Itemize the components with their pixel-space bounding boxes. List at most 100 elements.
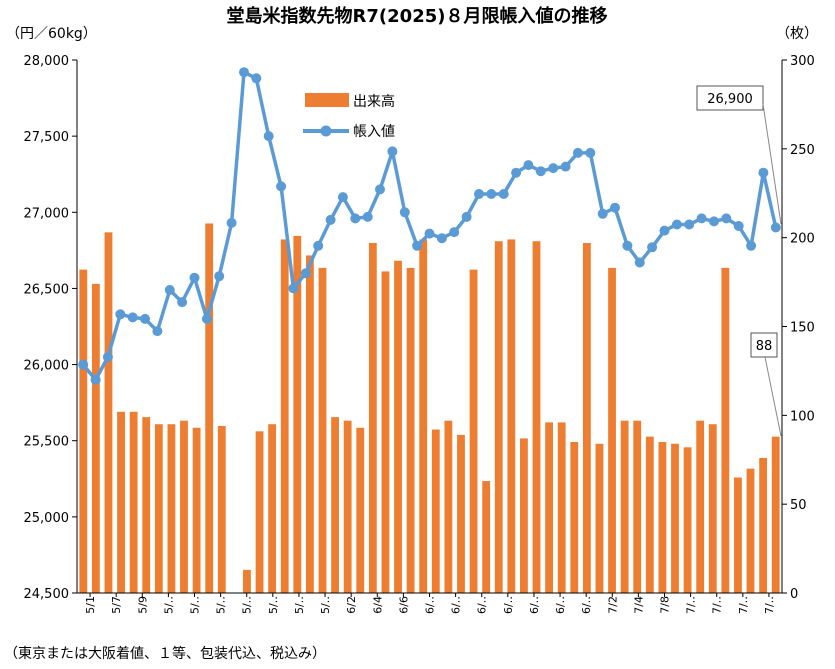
price-point	[572, 147, 583, 158]
price-point	[535, 166, 546, 177]
price-point	[164, 285, 175, 295]
price-point	[498, 189, 509, 199]
volume-bar	[494, 241, 503, 593]
volume-bar	[708, 424, 717, 593]
right-axis-tick-label: 300	[790, 54, 815, 69]
right-axis-tick-label: 50	[790, 498, 807, 513]
x-axis-tick-label: 5/‥	[189, 596, 202, 614]
volume-bar	[482, 481, 491, 593]
price-point	[325, 214, 336, 225]
right-axis-tick-label: 0	[790, 587, 798, 602]
volume-bar	[658, 441, 667, 593]
volume-bar	[645, 436, 654, 593]
callout-last-volume-box	[750, 332, 778, 358]
legend: 出来高 帳入値	[303, 93, 395, 140]
volume-bar	[293, 235, 302, 593]
callout-last-price-leader	[762, 103, 782, 225]
price-point	[362, 211, 373, 222]
x-axis-tick-label: 6/‥	[450, 596, 463, 614]
price-point	[548, 163, 559, 174]
price-point	[634, 257, 645, 268]
price-point	[115, 309, 126, 320]
price-point	[127, 312, 138, 323]
legend-label-line: 帳入値	[353, 124, 395, 140]
x-axis-tick-label: 7/2	[606, 596, 619, 614]
price-point	[671, 219, 682, 230]
callout-last-price: 26,900	[696, 85, 782, 225]
price-point	[102, 352, 113, 362]
volume-bar	[318, 267, 327, 593]
volume-bar	[608, 267, 616, 593]
price-point	[214, 271, 225, 282]
footnote: （東京または大阪着値、１等、包装代込、税込み）	[4, 645, 326, 662]
x-axis-tick-label: 6/6	[397, 596, 410, 614]
left-axis-tick-label: 26,500	[24, 282, 70, 297]
callout-last-volume-leader	[764, 356, 782, 437]
price-point	[350, 213, 361, 224]
volume-bar	[696, 420, 705, 593]
x-axis-tick-label: 5/‥	[241, 596, 254, 614]
volume-bar	[243, 569, 251, 593]
volume-bar	[507, 239, 516, 593]
volume-bar	[205, 223, 214, 593]
volume-bar	[381, 271, 390, 593]
volume-bar	[431, 429, 440, 593]
price-point	[684, 219, 695, 230]
volume-bar	[721, 267, 730, 593]
volume-bar	[167, 424, 176, 593]
x-axis-tick-label: 5/1	[84, 596, 97, 614]
price-point	[152, 326, 163, 337]
callout-last-price-text: 26,900	[707, 92, 753, 107]
volume-bar	[469, 269, 478, 593]
volume-bar	[368, 242, 377, 593]
volume-bar	[532, 241, 541, 593]
price-point	[226, 217, 237, 228]
x-axis-tick-label: 7/‥	[737, 596, 750, 614]
price-point	[412, 240, 423, 251]
price-point	[709, 216, 719, 227]
volume-bar	[268, 424, 277, 593]
volume-bar	[419, 239, 428, 593]
x-axis-tick-label: 6/‥	[424, 596, 437, 614]
x-axis-tick-label: 6/4	[371, 596, 384, 614]
legend-swatch-bar	[305, 93, 349, 107]
volume-bar	[759, 457, 768, 593]
price-point	[511, 167, 522, 178]
price-point	[461, 211, 472, 222]
volume-bar	[154, 424, 163, 593]
volume-bar	[142, 417, 151, 593]
volume-bar	[457, 434, 465, 593]
bars-layer	[79, 223, 780, 593]
x-axis-tick-label: 5/‥	[267, 596, 280, 614]
x-axis-tick-label: 5/9	[136, 596, 149, 614]
price-point	[622, 240, 633, 251]
price-point	[486, 189, 497, 199]
volume-bar	[305, 255, 314, 593]
volume-bar	[734, 477, 742, 593]
volume-bar	[570, 441, 579, 593]
price-point	[313, 240, 324, 251]
volume-bar	[180, 420, 188, 593]
axes-layer: 24,500 25,000 25,500 26,000 26,500 27,000 27,5…	[24, 54, 815, 614]
left-axis-tick-label: 28,000	[24, 54, 70, 69]
x-axis-tick-label: 6/2	[345, 596, 358, 614]
volume-bar	[771, 436, 780, 593]
x-axis-tick-label: 6/‥	[580, 596, 593, 614]
right-axis-tick-label: 100	[790, 409, 815, 424]
price-point	[721, 213, 732, 224]
right-axis-unit: （枚）	[776, 26, 818, 42]
legend-swatch-marker	[320, 125, 332, 137]
price-point	[733, 221, 744, 231]
right-axis-tick-label: 200	[790, 232, 815, 247]
price-point	[140, 313, 150, 324]
volume-bar	[633, 420, 642, 593]
x-axis-tick-label: 7/‥	[763, 596, 776, 614]
left-axis-tick-label: 25,000	[24, 511, 70, 526]
price-point	[696, 213, 707, 224]
price-point	[90, 374, 101, 385]
price-point	[659, 225, 670, 236]
price-point	[585, 147, 596, 158]
left-axis-tick-label: 27,000	[24, 206, 70, 221]
left-axis-tick-label: 24,500	[24, 587, 70, 602]
